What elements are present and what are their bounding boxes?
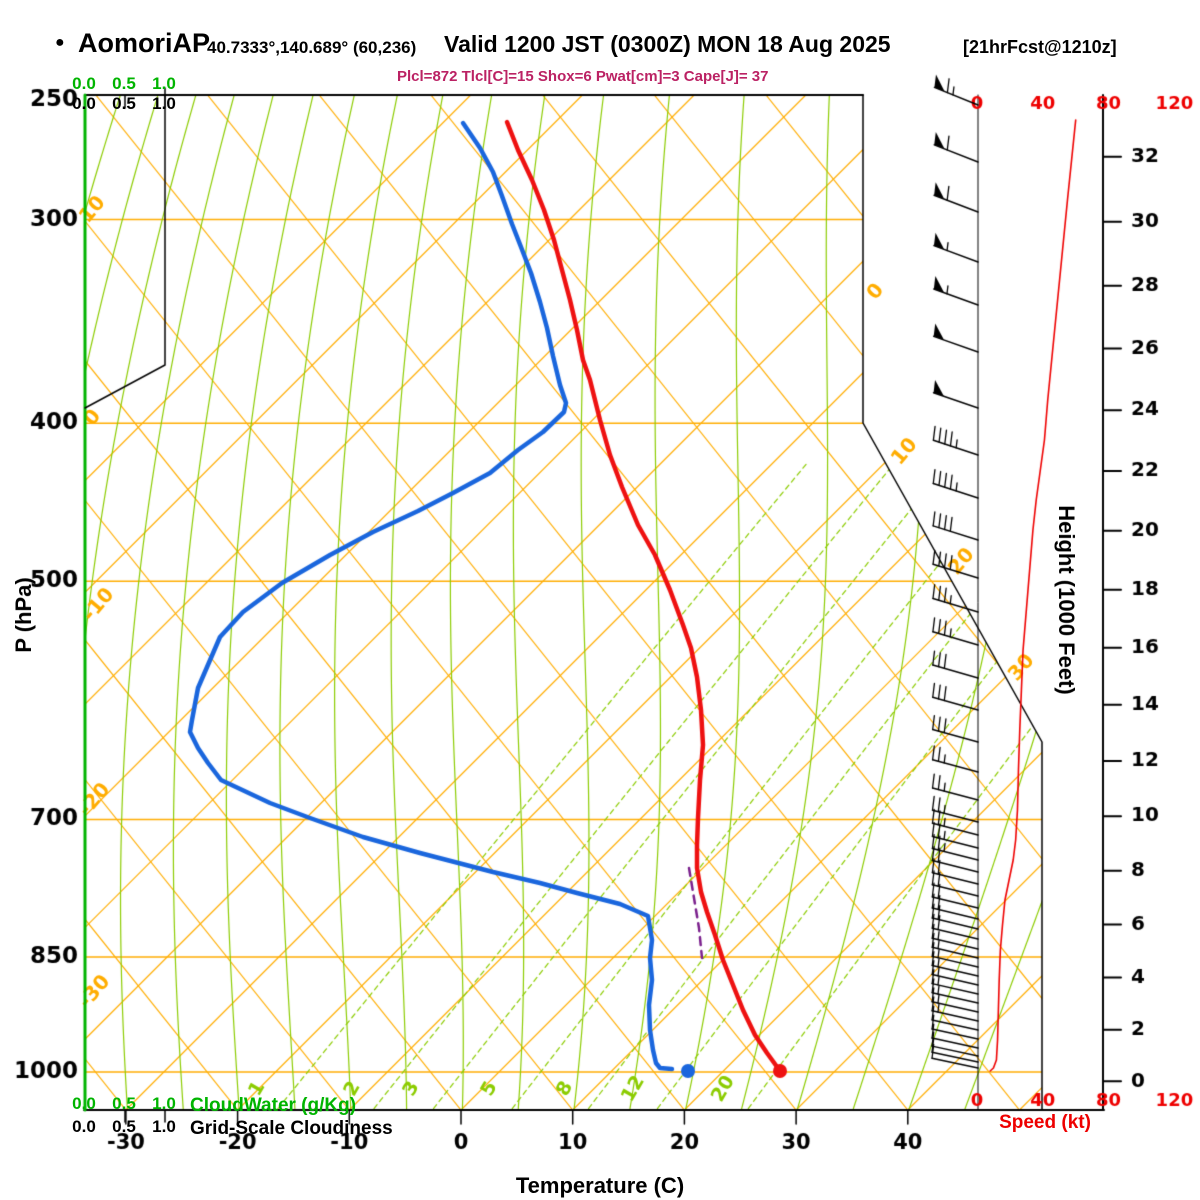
- pressure-axis-title: P (hPa): [11, 577, 36, 653]
- cloudwater-scale-1: 1.0: [152, 74, 176, 93]
- valid-time: Valid 1200 JST (0300Z) MON 18 Aug 2025: [444, 31, 891, 57]
- cloudiness-scale-05: 0.5: [112, 94, 136, 113]
- cloudiness-scale-bottom-1: 1.0: [152, 1117, 176, 1136]
- cloudiness-scale-0: 0.0: [72, 94, 96, 113]
- station-name: AomoriAP: [78, 28, 211, 58]
- cloudiness-scale-bottom-05: 0.5: [112, 1117, 136, 1136]
- cloudwater-scale-0: 0.0: [72, 74, 96, 93]
- cloudwater-scale-bottom-05: 0.5: [112, 1094, 136, 1113]
- cloudwater-scale-bottom-1: 1.0: [152, 1094, 176, 1113]
- height-axis-title: Height (1000 Feet): [1054, 505, 1079, 695]
- cloudiness-scale-bottom-0: 0.0: [72, 1117, 96, 1136]
- stability-parameters: Plcl=872 Tlcl[C]=15 Shox=6 Pwat[cm]=3 Ca…: [397, 68, 769, 85]
- station-bullet-icon: ●: [55, 34, 65, 51]
- temperature-axis-title: Temperature (C): [515, 1173, 685, 1198]
- speed-axis-title: Speed (kt): [999, 1112, 1091, 1133]
- forecast-hour: [21hrFcst@1210z]: [963, 37, 1117, 57]
- station-coordinates: 40.7333°,140.689° (60,236): [207, 38, 417, 57]
- cloudwater-scale-bottom-0: 0.0: [72, 1094, 96, 1113]
- cloudiness-scale-1: 1.0: [152, 94, 176, 113]
- cloudwater-legend: CloudWater (g/Kg): [190, 1095, 357, 1116]
- cloudiness-legend: Grid-Scale Cloudiness: [190, 1118, 393, 1139]
- cloudwater-scale-05: 0.5: [112, 74, 136, 93]
